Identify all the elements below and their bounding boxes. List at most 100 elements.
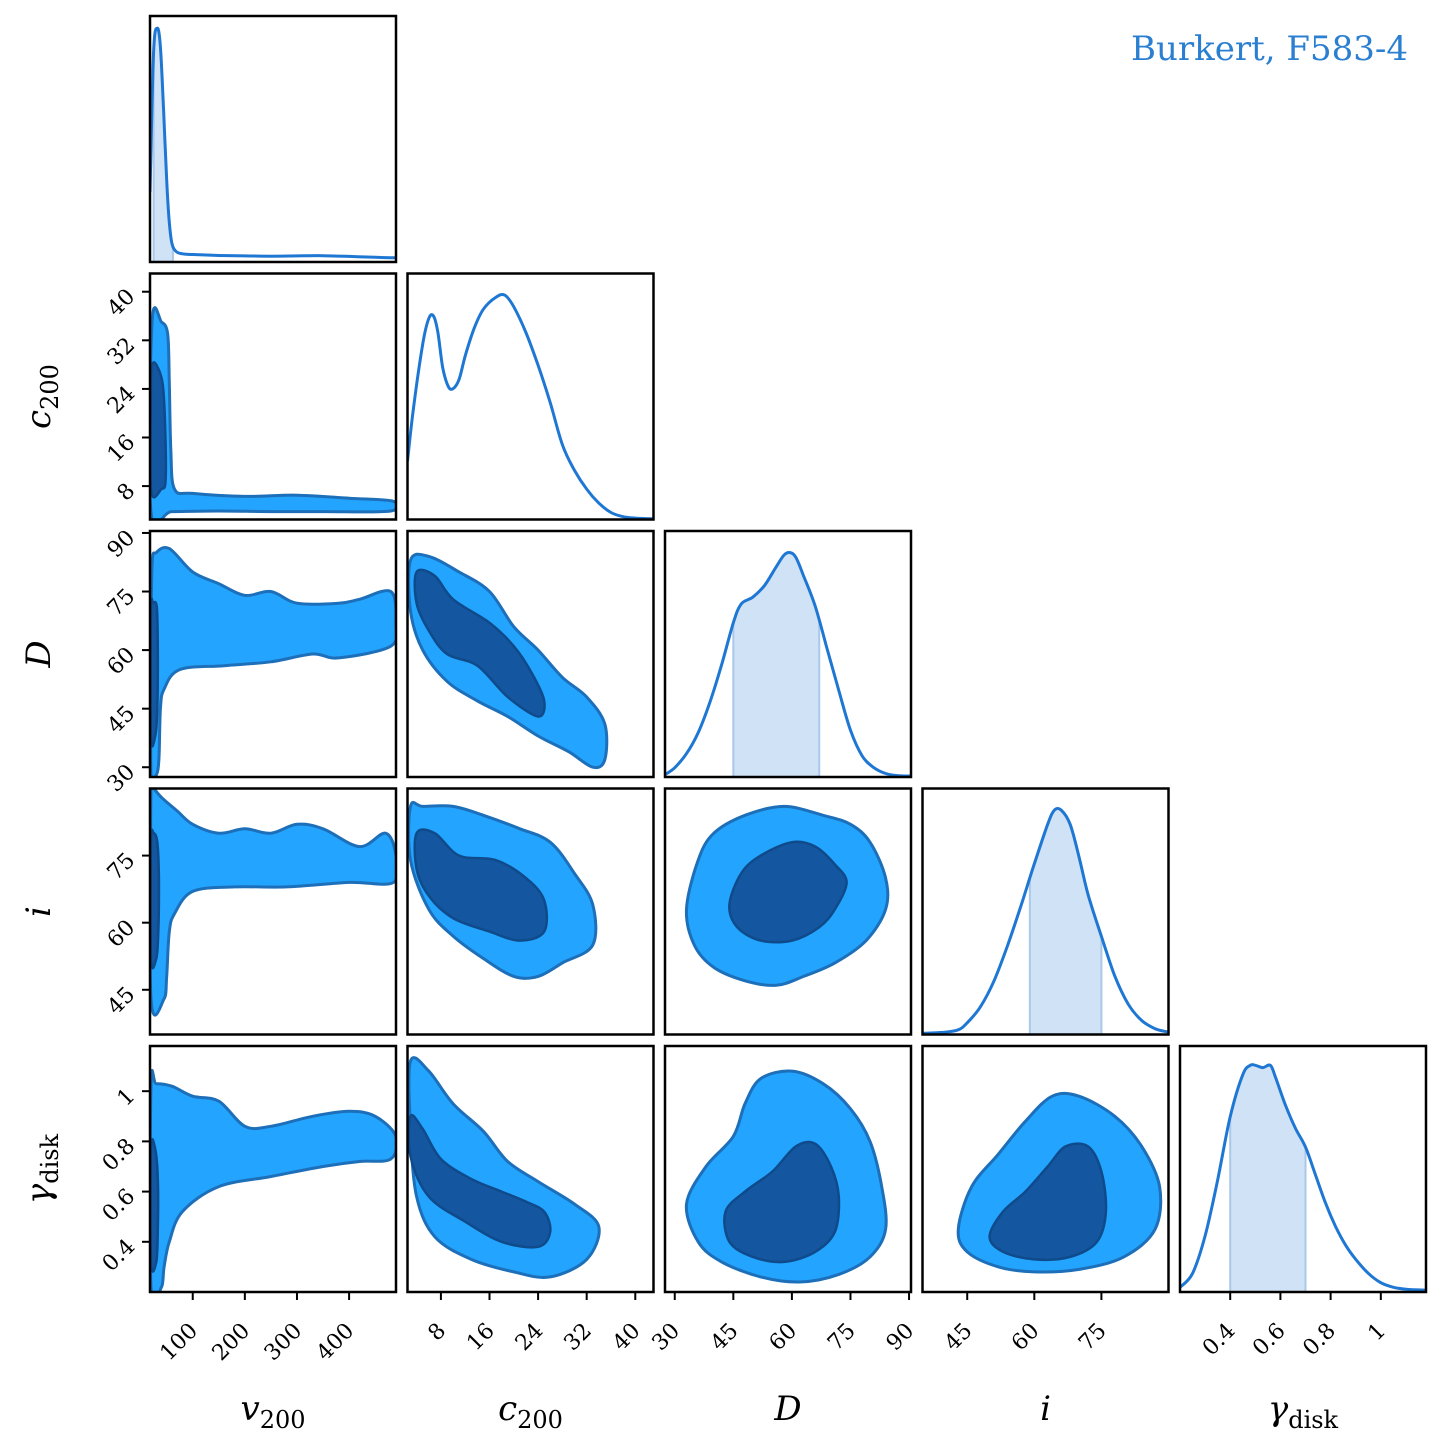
marginal-curve-gdisk xyxy=(1180,1063,1426,1292)
xlabel-gdisk: γdisk xyxy=(1268,1389,1339,1434)
panel-frame-D-v200 xyxy=(148,529,398,779)
ytick-label-D-1: 45 xyxy=(103,701,140,738)
xlabel-sub-v200: 200 xyxy=(260,1406,306,1434)
ylabel-i: i xyxy=(19,906,59,917)
contour-inner-D-c200 xyxy=(413,568,546,718)
panel-frame-i-c200 xyxy=(406,787,655,1036)
xtick-label-D-0: 30 xyxy=(648,1319,685,1356)
xtick-label-v200-1: 200 xyxy=(208,1319,255,1366)
contour-inner-gdisk-i xyxy=(988,1142,1108,1262)
contour-panel-gdisk-v200 xyxy=(150,1068,396,1292)
marginal-panel-c200 xyxy=(407,293,654,520)
contour-outer-gdisk-v200 xyxy=(150,1068,396,1292)
ytick-label-gdisk-0: 0.4 xyxy=(98,1234,140,1276)
contour-outer-gdisk-c200 xyxy=(407,1056,601,1279)
panel-frame-v200-v200 xyxy=(148,14,398,264)
xtick-label-c200-0: 8 xyxy=(424,1319,452,1347)
contour-panel-c200-v200 xyxy=(150,306,396,520)
xlabel-sub-gdisk: disk xyxy=(1288,1406,1338,1434)
contour-inner-gdisk-c200 xyxy=(407,1113,552,1249)
panel-frame-i-D xyxy=(663,787,913,1036)
marginal-panel-D xyxy=(665,551,911,777)
ytick-label-c200-2: 24 xyxy=(103,381,140,418)
panel-frame-i-i xyxy=(921,787,1170,1036)
ytick-label-gdisk-3: 1 xyxy=(113,1084,141,1112)
ylabel-sub-gdisk: disk xyxy=(36,1133,64,1183)
marginal-curve-D xyxy=(665,551,911,777)
contour-inner-gdisk-D xyxy=(723,1140,841,1264)
xtick-label-D-2: 60 xyxy=(765,1319,802,1356)
contour-panel-gdisk-c200 xyxy=(407,1056,601,1279)
ytick-label-c200-1: 16 xyxy=(103,430,140,467)
ytick-label-c200-3: 32 xyxy=(103,333,140,370)
xtick-label-c200-3: 32 xyxy=(559,1319,596,1356)
panel-frame-gdisk-i xyxy=(921,1044,1170,1294)
marginal-panel-gdisk xyxy=(1180,1063,1426,1292)
panel-frame-i-v200 xyxy=(148,787,398,1036)
credible-band-gdisk xyxy=(1230,1065,1306,1292)
xlabel-v200: v200 xyxy=(240,1389,305,1434)
ytick-label-i-1: 60 xyxy=(103,915,140,952)
contour-outer-c200-v200 xyxy=(150,306,396,520)
contour-panel-i-c200 xyxy=(407,800,598,980)
panel-frame-D-D xyxy=(663,529,913,779)
xlabel-D: D xyxy=(773,1389,801,1429)
xtick-label-gdisk-0: 0.4 xyxy=(1198,1319,1240,1361)
xlabel-sub-c200: 200 xyxy=(517,1406,563,1434)
marginal-curve-i xyxy=(922,806,1169,1035)
contour-inner-c200-v200 xyxy=(150,361,168,499)
ytick-label-D-0: 30 xyxy=(103,760,140,797)
xtick-label-v200-2: 300 xyxy=(260,1319,307,1366)
contour-panel-i-D xyxy=(684,804,890,987)
contour-panel-gdisk-D xyxy=(684,1069,888,1284)
xtick-label-i-0: 45 xyxy=(940,1319,977,1356)
xtick-label-gdisk-2: 0.8 xyxy=(1298,1319,1340,1361)
ytick-label-c200-4: 40 xyxy=(103,284,140,321)
credible-band-D xyxy=(733,553,820,777)
marginal-panel-i xyxy=(922,806,1169,1035)
xtick-label-D-4: 90 xyxy=(882,1319,919,1356)
ylabel-D: D xyxy=(19,640,59,668)
panel-frame-c200-v200 xyxy=(148,272,398,521)
xtick-label-c200-1: 16 xyxy=(462,1319,499,1356)
xtick-label-i-1: 60 xyxy=(1007,1319,1044,1356)
contour-outer-i-v200 xyxy=(150,788,396,1017)
xtick-label-v200-0: 100 xyxy=(156,1319,203,1366)
marginal-curve-c200 xyxy=(407,293,654,520)
contour-panel-D-c200 xyxy=(407,552,609,770)
panel-frame-gdisk-c200 xyxy=(406,1044,655,1294)
contour-panel-D-v200 xyxy=(150,545,396,777)
ylabel-c200: c200 xyxy=(19,364,64,429)
ytick-label-c200-0: 8 xyxy=(113,479,141,507)
panel-frame-gdisk-gdisk xyxy=(1178,1044,1428,1294)
contour-panel-i-v200 xyxy=(150,788,396,1017)
ytick-label-gdisk-2: 0.8 xyxy=(98,1134,140,1176)
ylabel-sub-c200: 200 xyxy=(36,364,64,410)
xtick-label-c200-4: 40 xyxy=(608,1319,645,1356)
ytick-label-i-2: 75 xyxy=(103,848,140,885)
xlabel-i: i xyxy=(1040,1389,1051,1429)
ytick-label-D-2: 60 xyxy=(103,643,140,680)
xtick-label-v200-3: 400 xyxy=(312,1319,359,1366)
marginal-curve-v200 xyxy=(150,26,396,260)
ytick-label-D-3: 75 xyxy=(103,584,140,621)
contour-outer-D-v200 xyxy=(150,545,396,777)
chart-title: Burkert, F583-4 xyxy=(1131,29,1408,69)
contour-panel-gdisk-i xyxy=(956,1091,1163,1274)
contour-inner-i-D xyxy=(728,840,848,944)
xtick-label-gdisk-3: 1 xyxy=(1363,1319,1391,1347)
xtick-label-D-3: 75 xyxy=(823,1319,860,1356)
xtick-label-i-2: 75 xyxy=(1074,1319,1111,1356)
credible-band-i xyxy=(1029,810,1102,1035)
contour-inner-gdisk-v200 xyxy=(150,1138,160,1273)
xtick-label-c200-2: 24 xyxy=(511,1319,548,1356)
contour-inner-i-v200 xyxy=(150,828,161,970)
ytick-label-i-0: 45 xyxy=(103,982,140,1019)
panel-frame-D-c200 xyxy=(406,529,655,779)
ylabel-gdisk: γdisk xyxy=(19,1133,64,1204)
panel-frame-gdisk-v200 xyxy=(148,1044,398,1294)
contour-inner-D-v200 xyxy=(150,597,160,748)
xtick-label-gdisk-1: 0.6 xyxy=(1248,1319,1290,1361)
